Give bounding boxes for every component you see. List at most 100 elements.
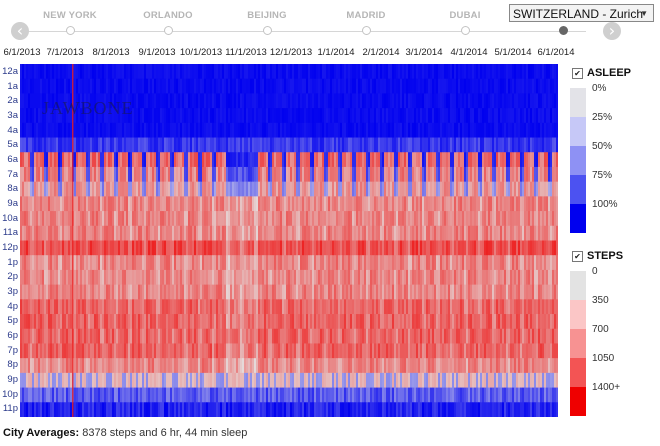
heatmap-cell [488,137,491,153]
heatmap-cell [34,314,37,330]
heatmap-cell [296,225,299,241]
heatmap-cell [310,152,313,168]
heatmap-cell [480,255,483,271]
heatmap-cell [238,166,241,183]
heatmap-cell [188,181,191,197]
heatmap-cell [484,255,487,271]
heatmap-cell [464,181,467,197]
heatmap-cell [66,225,69,241]
heatmap-cell [20,93,23,109]
heatmap-cell [326,314,329,330]
heatmap-cell [462,122,465,138]
heatmap-cell [470,137,473,153]
heatmap-cell [288,240,291,256]
heatmap-cell [60,225,63,241]
heatmap-cell [240,269,243,286]
heatmap-cell [198,166,201,183]
heatmap-cell [262,166,265,183]
heatmap-cell [434,137,437,153]
city-zurich[interactable] [518,10,608,35]
heatmap-cell [224,93,227,109]
heatmap-cell [366,64,369,80]
heatmap-cell [322,269,325,286]
heatmap-cell [80,108,83,124]
heatmap-cell [546,122,549,138]
heatmap-cell [456,108,459,124]
heatmap-cell [430,240,433,256]
heatmap-cell [346,108,349,124]
city-dubai[interactable]: DUBAI [420,10,510,35]
hour-tick: 7p [7,345,18,356]
city-madrid[interactable]: MADRID [321,10,411,35]
heatmap-cell [254,108,257,124]
heatmap-cell [142,314,145,330]
city-beijing[interactable]: BEIJING [222,10,312,35]
heatmap-cell [254,269,257,286]
heatmap-cell [268,108,271,124]
heatmap-cell [158,181,161,197]
heatmap-cell [484,78,487,94]
heatmap-cell [512,225,515,241]
heatmap-cell [416,78,419,94]
heatmap-cell [416,196,419,212]
heatmap-cell [476,299,479,315]
heatmap-cell [90,108,93,124]
heatmap-cell [536,108,539,124]
heatmap-cell [468,255,471,271]
heatmap-cell [74,211,77,227]
heatmap-cell [254,181,257,197]
heatmap-cell [40,314,43,330]
heatmap-cell [174,137,177,153]
heatmap-cell [480,78,483,94]
heatmap-cell [68,93,71,109]
heatmap-cell [254,196,257,212]
city-select[interactable]: SWITZERLAND - Zurich ▼ [509,4,654,22]
heatmap-cell [220,64,223,80]
heatmap-cell [362,93,365,109]
heatmap-cell [230,64,233,80]
heatmap-cell [536,137,539,153]
heatmap-cell [230,225,233,241]
heatmap-cell [138,137,141,153]
heatmap-cell [266,284,269,300]
heatmap-cell [244,152,247,168]
heatmap-cell [488,314,491,330]
heatmap-cell [428,196,431,212]
heatmap-cell [34,93,37,109]
heatmap-cell [454,284,457,300]
heatmap-cell [172,64,175,80]
city-new-york[interactable]: NEW YORK [25,10,115,35]
heatmap-cell [370,299,373,315]
heatmap-cell [114,299,117,315]
heatmap-cell [448,152,451,168]
prev-city-button[interactable]: ‹ [11,22,29,40]
heatmap-cell [184,122,187,138]
heatmap-cell [428,93,431,109]
heatmap-cell [396,93,399,109]
heatmap-cell [288,64,291,80]
heatmap-cell [352,93,355,109]
heatmap-cell [484,299,487,315]
heatmap-cell [220,255,223,271]
heatmap-cell [332,269,335,286]
heatmap-cell [84,225,87,241]
heatmap-cell [142,166,145,183]
heatmap-cell [416,181,419,197]
heatmap-cell [438,78,441,94]
heatmap-cell [256,240,259,256]
heatmap-cell [46,166,49,183]
heatmap-cell [216,108,219,124]
city-orlando[interactable]: ORLANDO [123,10,213,35]
heatmap-cell [124,152,127,168]
heatmap-cell [46,269,49,286]
heatmap-cell [462,108,465,124]
heatmap-cell [44,328,47,344]
heatmap-cell [246,240,249,256]
next-city-button[interactable]: › [603,22,621,40]
heatmap-cell [470,152,473,168]
heatmap-cell [62,64,65,80]
heatmap-cell [214,108,217,124]
heatmap-cell [74,240,77,256]
heatmap-cell [312,166,315,183]
heatmap-cell [380,78,383,94]
